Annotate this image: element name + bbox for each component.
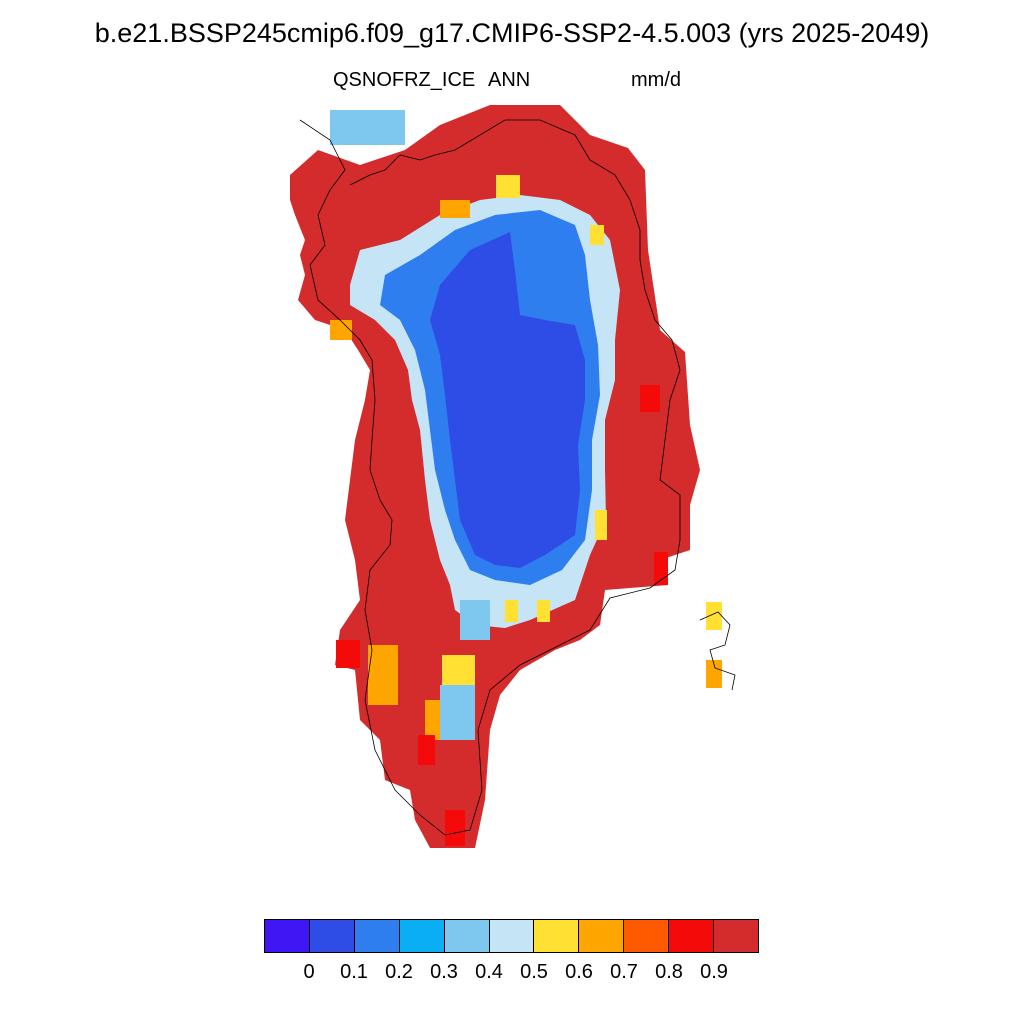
colorbar bbox=[264, 919, 759, 953]
colorbar-tick-label: 0.9 bbox=[700, 961, 728, 983]
colorbar-swatch bbox=[669, 920, 715, 952]
colorbar-swatch bbox=[309, 920, 355, 952]
colorbar-swatch bbox=[444, 920, 490, 952]
colorbar-swatch bbox=[354, 920, 400, 952]
colorbar-tick-label: 0.5 bbox=[520, 961, 548, 983]
colorbar-tick-label: 0 bbox=[303, 961, 315, 983]
colorbar-tick-label: 0.6 bbox=[565, 961, 593, 983]
colorbar-swatch bbox=[265, 920, 310, 952]
units-label: mm/d bbox=[631, 69, 681, 91]
east-island-patch bbox=[706, 602, 722, 630]
colorbar-swatch bbox=[399, 920, 445, 952]
colorbar-tick-label: 0.1 bbox=[340, 961, 368, 983]
colorbar-tick-label: 0.2 bbox=[385, 961, 413, 983]
coastline-east-island bbox=[699, 611, 736, 691]
period-label: ANN bbox=[488, 69, 531, 91]
east-island-patch-2 bbox=[706, 660, 722, 688]
colorbar-tick-label: 0.4 bbox=[475, 961, 503, 983]
chart-title: b.e21.BSSP245cmip6.f09_g17.CMIP6-SSP2-4.… bbox=[94, 18, 930, 48]
colorbar-tick-label: 0.8 bbox=[655, 961, 683, 983]
interior-core bbox=[430, 232, 585, 568]
colorbar-swatch bbox=[534, 920, 580, 952]
colorbar-swatch bbox=[624, 920, 670, 952]
colorbar-swatch bbox=[489, 920, 535, 952]
colorbar-swatch bbox=[579, 920, 625, 952]
colorbar-tick-label: 0.3 bbox=[430, 961, 458, 983]
coastline bbox=[299, 119, 681, 836]
colorbar-tick-label: 0.7 bbox=[610, 961, 638, 983]
colorbar-swatch bbox=[714, 920, 758, 952]
variable-label: QSNOFRZ_ICE bbox=[333, 69, 476, 91]
transition-accent-yellow bbox=[442, 175, 607, 685]
